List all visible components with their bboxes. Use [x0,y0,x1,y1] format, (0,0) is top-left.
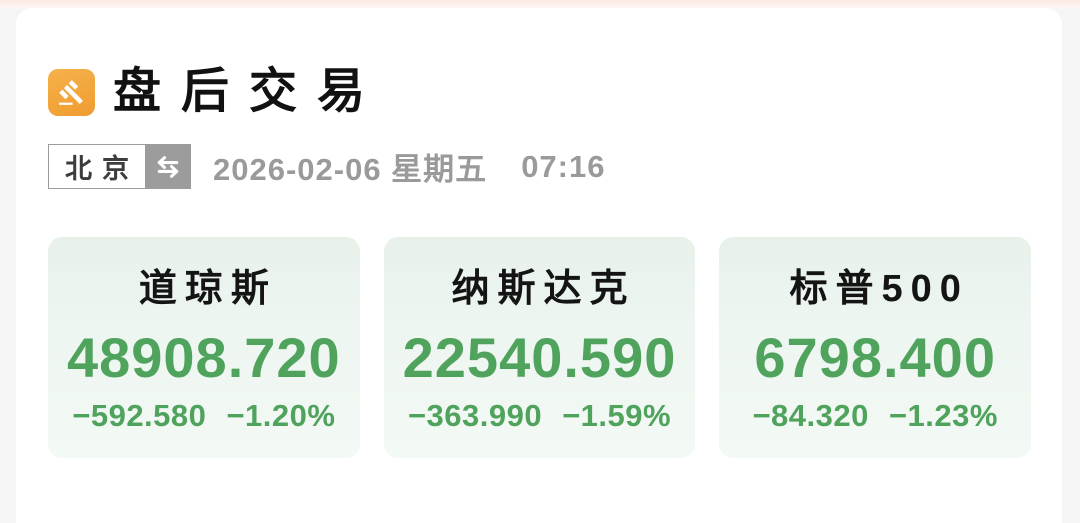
index-name: 标普500 [789,268,969,310]
swap-arrows-icon[interactable] [145,145,190,188]
index-change: −84.320 [752,398,869,433]
header: 盘后交易 [16,8,1062,116]
timezone-city-label: 北京 [65,154,139,184]
gavel-icon [48,68,95,116]
index-card-dow[interactable]: 道琼斯 48908.720 −592.580 −1.20% [48,237,360,458]
time-label: 07:16 [521,148,606,184]
index-change-pct: −1.59% [562,398,672,433]
meta-row: 北京 2026-02-06 星期五 07:16 [16,116,1062,189]
index-change-row: −363.990 −1.59% [408,400,671,431]
index-value: 48908.720 [66,326,341,389]
index-change-pct: −1.23% [888,398,998,433]
index-card-nasdaq[interactable]: 纳斯达克 22540.590 −363.990 −1.59% [383,237,696,458]
index-change-pct: −1.20% [226,398,336,433]
timezone-toggle[interactable]: 北京 [48,144,191,189]
index-name: 道琼斯 [138,268,277,310]
index-value: 6798.400 [754,326,996,389]
date-label: 2026-02-06 星期五 [213,152,488,187]
index-card-sp500[interactable]: 标普500 6798.400 −84.320 −1.23% [719,237,1032,458]
top-edge-strip [0,0,1080,9]
index-change-row: −84.320 −1.23% [752,400,997,431]
page-title: 盘后交易 [113,65,386,118]
index-change: −592.580 [72,398,207,433]
index-value: 22540.590 [402,326,677,389]
index-name: 纳斯达克 [451,268,636,310]
index-change: −363.990 [407,398,543,433]
index-cards-row: 道琼斯 48908.720 −592.580 −1.20% 纳斯达克 22540… [48,237,1032,458]
index-change-row: −592.580 −1.20% [72,400,335,431]
page-card: 盘后交易 北京 2026-02-06 星期五 07:16 道琼斯 48908.7… [16,8,1062,523]
